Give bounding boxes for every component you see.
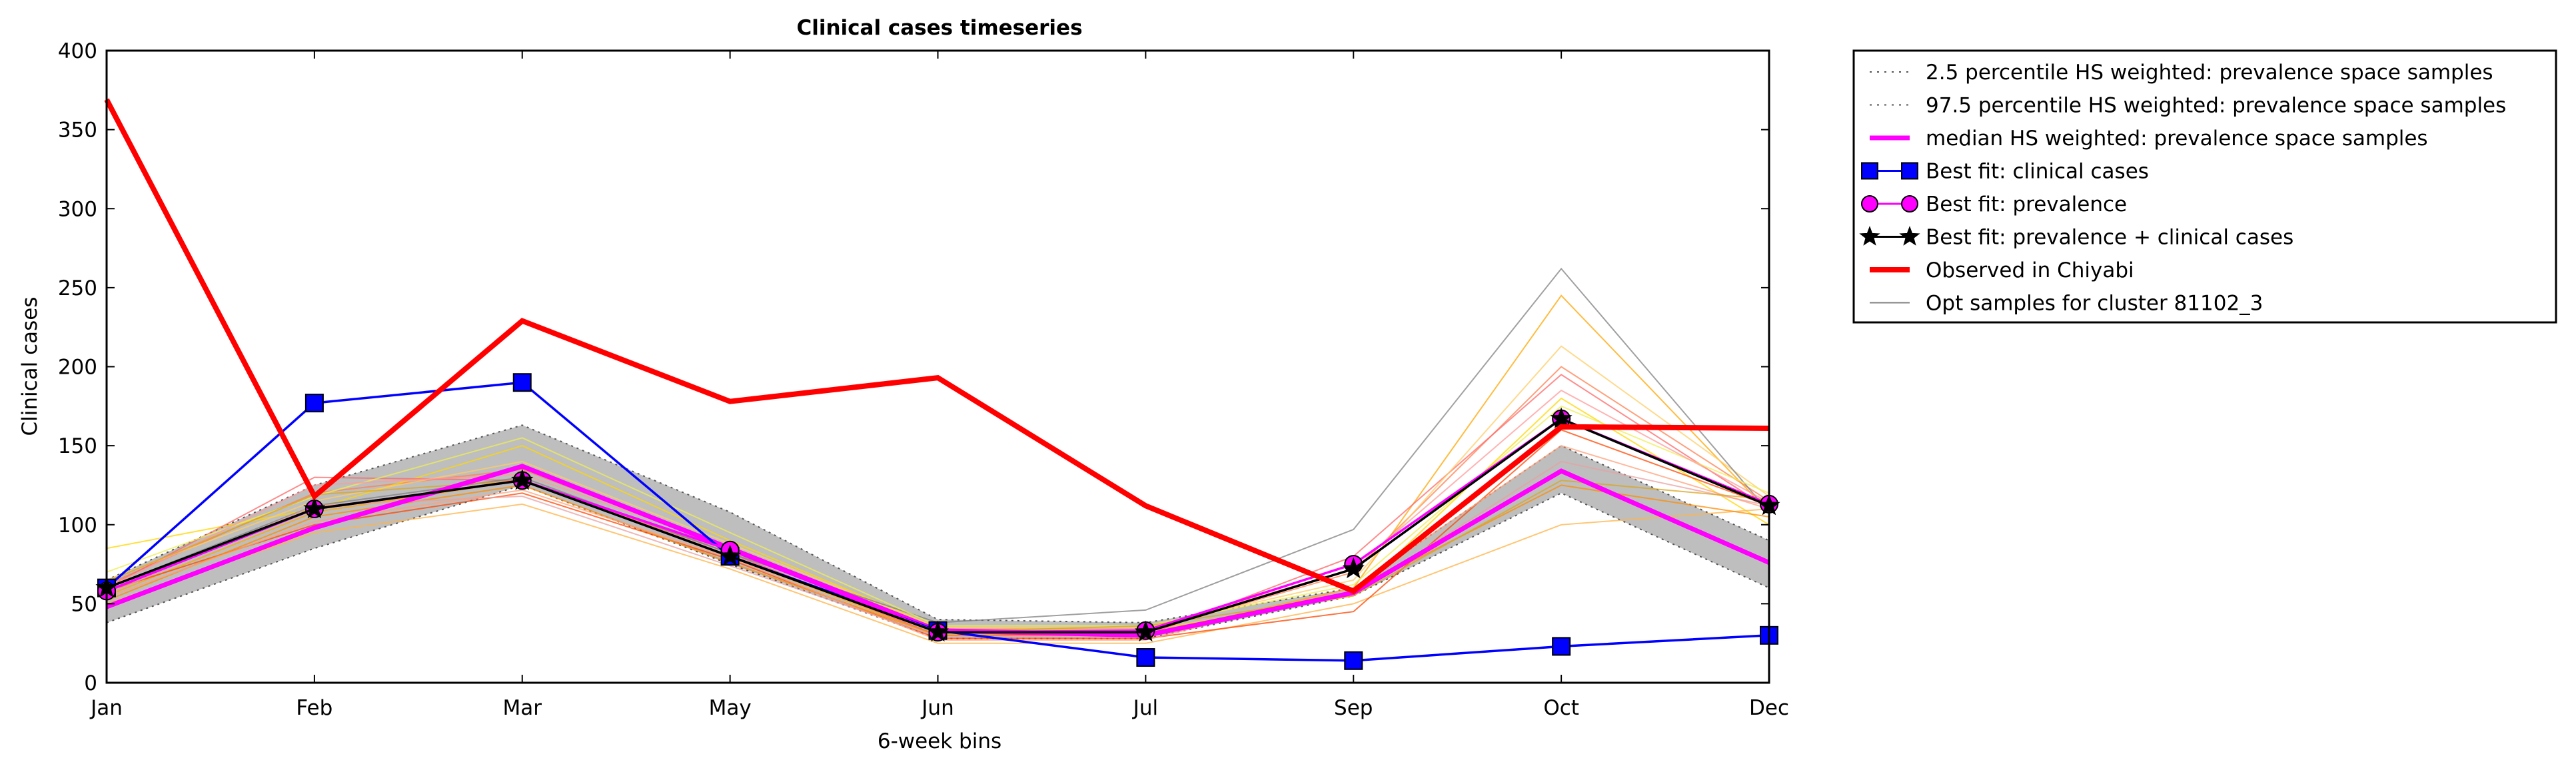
y-tick-label: 200 bbox=[58, 356, 97, 380]
x-axis-label: 6-week bins bbox=[878, 729, 1001, 753]
data-point bbox=[305, 394, 324, 413]
y-tick-label: 350 bbox=[58, 119, 97, 143]
data-point bbox=[719, 544, 742, 566]
x-tick-label: Sep bbox=[1334, 696, 1373, 720]
x-tick-label: Mar bbox=[503, 696, 542, 720]
x-tick-label: Oct bbox=[1543, 696, 1579, 720]
legend-entry-5: Best fit: prevalence bbox=[1861, 193, 2127, 216]
legend-entry-7: Observed in Chiyabi bbox=[1870, 258, 2134, 282]
legend-entry-6: Best fit: prevalence + clinical cases bbox=[1859, 226, 2293, 250]
plot-frame bbox=[105, 49, 1770, 684]
legend-marker bbox=[1901, 162, 1918, 180]
x-tick-label: Feb bbox=[296, 696, 332, 720]
x-tick-label: Jan bbox=[89, 696, 123, 720]
x-tick-label: Jul bbox=[1132, 696, 1158, 720]
opt-sample-line-8 bbox=[107, 267, 1769, 623]
legend-label: Observed in Chiyabi bbox=[1926, 258, 2134, 282]
legend-label: Best fit: prevalence + clinical cases bbox=[1926, 226, 2293, 250]
legend-label: Best fit: clinical cases bbox=[1926, 160, 2149, 184]
data-point bbox=[1344, 651, 1363, 670]
x-tick-label: Dec bbox=[1749, 696, 1789, 720]
legend-marker bbox=[1899, 226, 1920, 246]
legend-label: 2.5 percentile HS weighted: prevalence s… bbox=[1926, 61, 2493, 85]
y-tick-label: 50 bbox=[71, 592, 97, 616]
plot-area: 0 50 100 150 200 250 300 350 400 Jan Feb Mar May Jun J… bbox=[58, 39, 1789, 720]
legend-entry-4: Best fit: clinical cases bbox=[1861, 160, 2149, 184]
legend: 2.5 percentile HS weighted: prevalence s… bbox=[1852, 49, 2557, 324]
data-point bbox=[511, 468, 534, 490]
legend-box bbox=[1852, 49, 2557, 324]
data-point bbox=[303, 497, 326, 519]
y-tick-label: 0 bbox=[84, 671, 97, 695]
y-axis-label: Clinical cases bbox=[18, 296, 42, 436]
data-point bbox=[926, 620, 950, 642]
x-tick-label: Jun bbox=[920, 696, 954, 720]
legend-entry-1: 2.5 percentile HS weighted: prevalence s… bbox=[1870, 61, 2493, 85]
legend-label: 97.5 percentile HS weighted: prevalence … bbox=[1926, 94, 2506, 118]
legend-marker bbox=[1859, 226, 1880, 246]
opt-sample-line-4 bbox=[107, 503, 1769, 644]
legend-entry-3: median HS weighted: prevalence space sam… bbox=[1870, 127, 2428, 151]
legend-entry-2: 97.5 percentile HS weighted: prevalence … bbox=[1870, 94, 2506, 118]
data-point bbox=[512, 373, 532, 392]
chart-title: Clinical cases timeseries bbox=[796, 16, 1082, 40]
legend-entry-8: Opt samples for cluster 81102_3 bbox=[1870, 292, 2263, 316]
series-line-5 bbox=[104, 98, 1770, 594]
data-point bbox=[1552, 637, 1571, 656]
y-tick-label: 300 bbox=[58, 197, 97, 221]
legend-marker bbox=[1861, 162, 1878, 180]
legend-marker bbox=[1861, 195, 1878, 212]
data-point bbox=[1342, 557, 1365, 579]
y-tick-label: 150 bbox=[58, 434, 97, 458]
legend-label: median HS weighted: prevalence space sam… bbox=[1926, 127, 2428, 151]
data-point bbox=[1134, 620, 1157, 642]
y-tick-label: 250 bbox=[58, 276, 97, 300]
x-tick-label: May bbox=[709, 696, 752, 720]
data-point bbox=[1136, 648, 1155, 667]
y-tick-label: 100 bbox=[58, 514, 97, 538]
legend-label: Opt samples for cluster 81102_3 bbox=[1926, 292, 2263, 316]
series-thick-5 bbox=[104, 98, 1770, 594]
legend-label: Best fit: prevalence bbox=[1926, 193, 2127, 216]
band-upper-97-5-line bbox=[107, 424, 1769, 623]
plot-clip-group bbox=[107, 267, 1769, 644]
y-tick-label: 400 bbox=[58, 39, 97, 63]
data-point bbox=[1550, 407, 1573, 428]
legend-marker bbox=[1901, 195, 1918, 212]
